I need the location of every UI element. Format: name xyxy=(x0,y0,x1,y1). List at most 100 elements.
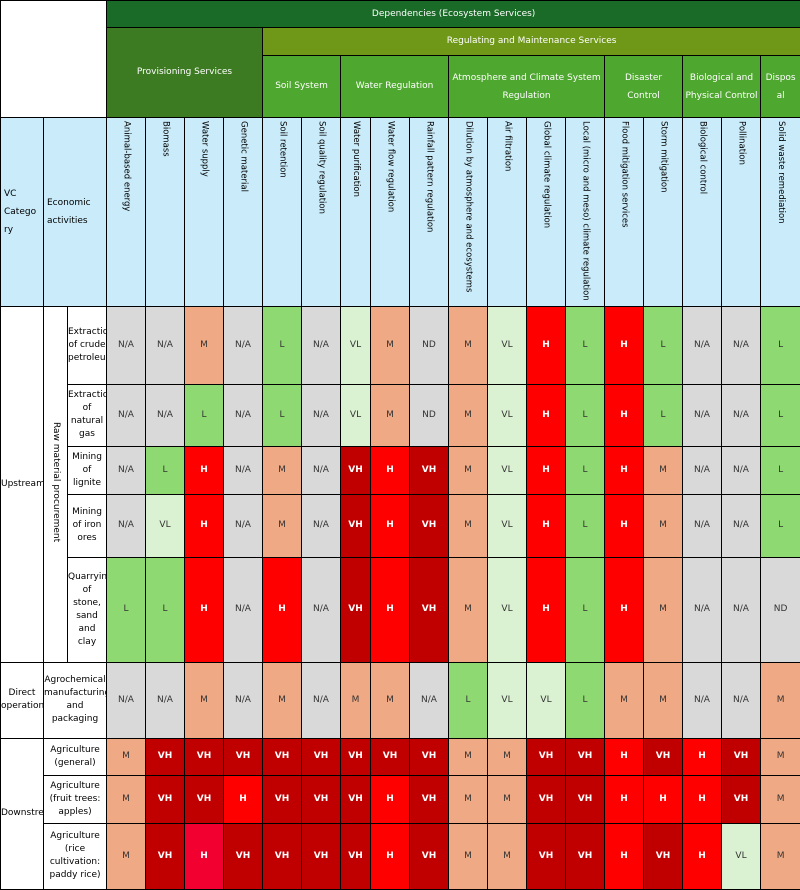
dependency-cell: M xyxy=(263,446,302,494)
dependency-cell: N/A xyxy=(683,384,722,446)
dependency-cell: L xyxy=(761,494,800,557)
column-header-label: Biomass xyxy=(160,121,171,157)
economic-activity-cell: Quarrying of stone, sand and clay xyxy=(68,557,107,662)
dependency-cell: VH xyxy=(410,446,449,494)
dependency-cell: M xyxy=(761,738,800,775)
column-header: Local (micro and meso) climate regulatio… xyxy=(566,118,605,307)
dependency-cell: H xyxy=(371,446,410,494)
dependency-cell: N/A xyxy=(224,446,263,494)
dependency-cell: H xyxy=(527,306,566,384)
column-header-label: Global climate regulation xyxy=(541,121,552,228)
dependency-cell: M xyxy=(263,494,302,557)
dependency-cell: VL xyxy=(722,823,761,889)
dependency-cell: VH xyxy=(146,823,185,889)
vc-category-cell: Direct operations xyxy=(1,662,44,738)
dependency-cell: N/A xyxy=(683,446,722,494)
column-header-label: Pollination xyxy=(736,121,747,165)
dependency-cell: VH xyxy=(644,823,683,889)
dependency-cell: L xyxy=(146,557,185,662)
vc-category-header: VC Catego ry xyxy=(1,118,44,307)
table-row: DownstreamAgriculture (general)MVHVHVHVH… xyxy=(1,738,800,775)
dependency-cell: N/A xyxy=(224,384,263,446)
dependency-cell: H xyxy=(263,557,302,662)
dependency-cell: VL xyxy=(488,446,527,494)
dependency-cell: N/A xyxy=(146,306,185,384)
dependency-cell: H xyxy=(605,306,644,384)
dependency-cell: VH xyxy=(263,775,302,823)
column-header-label: Air filtration xyxy=(502,121,513,171)
dependency-cell: VL xyxy=(527,662,566,738)
dependency-cell: N/A xyxy=(146,384,185,446)
dependency-cell: N/A xyxy=(683,662,722,738)
column-header-label: Solid waste remediation xyxy=(775,121,786,224)
dependency-cell: H xyxy=(605,775,644,823)
disposal-header: Dispos al xyxy=(761,56,800,118)
dependency-cell: N/A xyxy=(722,662,761,738)
dependency-cell: L xyxy=(263,306,302,384)
dependency-cell: VH xyxy=(341,823,371,889)
corner-blank-cell xyxy=(1,1,107,118)
dependency-cell: N/A xyxy=(722,557,761,662)
dependency-cell: L xyxy=(566,384,605,446)
column-header-label: Soil retention xyxy=(277,121,288,178)
dependency-cell: H xyxy=(605,494,644,557)
vc-subcategory-cell: Raw material procurement xyxy=(44,306,68,662)
column-header: Air filtration xyxy=(488,118,527,307)
column-header: Biomass xyxy=(146,118,185,307)
dependency-cell: N/A xyxy=(683,557,722,662)
dependency-cell: H xyxy=(371,823,410,889)
dependency-cell: VH xyxy=(341,494,371,557)
table-row: Extraction of natural gasN/AN/ALN/ALN/AV… xyxy=(1,384,800,446)
dependency-cell: H xyxy=(605,823,644,889)
dependency-cell: H xyxy=(605,384,644,446)
dependency-cell: H xyxy=(224,775,263,823)
dependency-cell: ND xyxy=(410,384,449,446)
dependency-cell: M xyxy=(449,738,488,775)
dependency-cell: M xyxy=(371,662,410,738)
dependency-cell: M xyxy=(761,823,800,889)
column-header-label: Genetic material xyxy=(238,121,249,192)
dependency-cell: M xyxy=(449,494,488,557)
column-header-label: Biological control xyxy=(697,121,708,194)
dependency-cell: L xyxy=(566,306,605,384)
column-header: Genetic material xyxy=(224,118,263,307)
dependency-cell: M xyxy=(107,823,146,889)
dependency-cell: VH xyxy=(302,738,341,775)
soil-system-header: Soil System xyxy=(263,56,341,118)
dependency-cell: L xyxy=(644,384,683,446)
dependency-cell: H xyxy=(605,738,644,775)
dependency-cell: M xyxy=(644,662,683,738)
dependency-cell: H xyxy=(371,557,410,662)
dependency-cell: M xyxy=(263,662,302,738)
dependency-cell: VH xyxy=(410,494,449,557)
column-header: Global climate regulation xyxy=(527,118,566,307)
dependencies-header: Dependencies (Ecosystem Services) xyxy=(107,1,800,28)
dependency-cell: H xyxy=(644,775,683,823)
dependency-cell: M xyxy=(488,823,527,889)
dependency-cell: VL xyxy=(146,494,185,557)
table-row: Agriculture (rice cultivation: paddy ric… xyxy=(1,823,800,889)
column-header-label: Storm mitigation xyxy=(658,121,669,192)
dependency-cell: VL xyxy=(488,306,527,384)
dependency-cell: L xyxy=(761,306,800,384)
dependency-cell: M xyxy=(107,775,146,823)
dependency-cell: VH xyxy=(566,823,605,889)
column-header: Solid waste remediation xyxy=(761,118,800,307)
column-header-label: Water flow regulation xyxy=(385,121,396,212)
table-row: Quarrying of stone, sand and clayLLHN/AH… xyxy=(1,557,800,662)
dependency-cell: L xyxy=(566,557,605,662)
dependency-cell: M xyxy=(761,775,800,823)
dependency-cell: VH xyxy=(527,823,566,889)
dependency-cell: VL xyxy=(488,384,527,446)
economic-activity-cell: Mining of lignite xyxy=(68,446,107,494)
column-header: Rainfall pattern regulation xyxy=(410,118,449,307)
dependency-cell: M xyxy=(605,662,644,738)
dependency-cell: L xyxy=(185,384,224,446)
dependency-cell: VH xyxy=(341,446,371,494)
dependency-cell: H xyxy=(185,494,224,557)
dependency-cell: M xyxy=(341,662,371,738)
dependency-cell: N/A xyxy=(224,557,263,662)
dependency-cell: N/A xyxy=(302,384,341,446)
